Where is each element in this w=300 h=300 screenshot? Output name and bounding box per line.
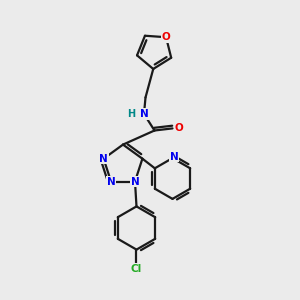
Text: N: N: [130, 176, 140, 187]
Text: N: N: [99, 154, 108, 164]
Text: O: O: [162, 32, 170, 42]
Text: N: N: [169, 152, 178, 162]
Text: N: N: [106, 176, 116, 187]
Text: O: O: [174, 123, 183, 134]
Text: Cl: Cl: [131, 264, 142, 274]
Text: H: H: [127, 109, 135, 119]
Text: N: N: [140, 109, 148, 119]
